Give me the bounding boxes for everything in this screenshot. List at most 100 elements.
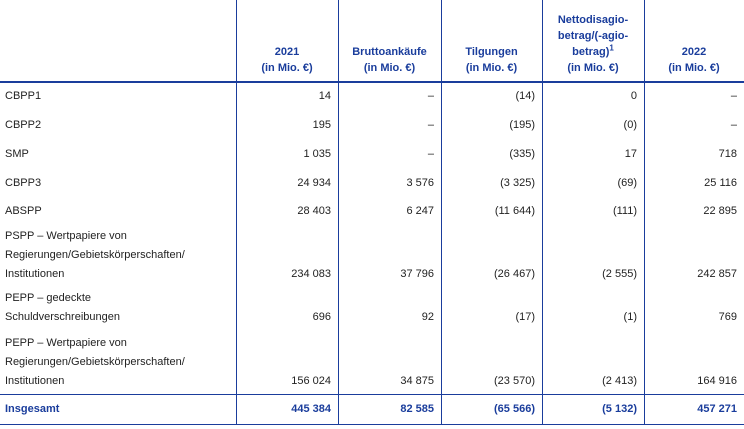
- header-text: 2022: [681, 46, 707, 58]
- value-text: (26 467): [494, 268, 535, 280]
- value-cell: 14: [236, 82, 338, 111]
- row-label: ABSPP: [0, 197, 236, 226]
- label-text: PEPP – gedeckte: [5, 292, 92, 304]
- value-cell: 34 875: [338, 330, 441, 393]
- value-text: (195): [509, 119, 535, 131]
- header-text: Nettodisagio-: [557, 14, 629, 26]
- value-text: 37 796: [400, 268, 434, 280]
- value-text: (2 413): [602, 375, 637, 387]
- row-label: CBPP2: [0, 111, 236, 140]
- value-text: 6 247: [406, 205, 434, 217]
- value-cell: 3 576: [338, 169, 441, 197]
- value-cell: 28 403: [236, 197, 338, 226]
- value-text: 17: [624, 148, 637, 160]
- value-cell: (2 413): [542, 330, 644, 393]
- value-text: (14): [515, 90, 535, 102]
- header-cell: Nettodisagio-betrag/(-agio-betrag)1 (in M…: [542, 0, 644, 82]
- value-text: (11 644): [494, 205, 535, 217]
- value-text: (0): [623, 119, 637, 131]
- value-text: 24 934: [297, 177, 331, 189]
- value-text: –: [730, 90, 737, 102]
- label-text: Institutionen: [5, 375, 65, 387]
- column-rule: [644, 0, 645, 425]
- value-cell: 17: [542, 140, 644, 169]
- value-text: 25 116: [704, 177, 737, 189]
- header-text: (in Mio. €): [668, 62, 720, 74]
- value-text: 92: [421, 311, 434, 323]
- value-text: 234 083: [291, 268, 331, 280]
- value-text: (335): [509, 148, 535, 160]
- value-cell: (5 132): [542, 395, 644, 425]
- value-cell: 82 585: [338, 395, 441, 425]
- row-rule: [0, 394, 744, 395]
- value-cell: 696: [236, 287, 338, 330]
- value-text: 22 895: [703, 205, 737, 217]
- value-cell: –: [338, 82, 441, 111]
- value-cell: (14): [441, 82, 542, 111]
- label-text: Institutionen: [5, 268, 65, 280]
- header-text: (in Mio. €): [567, 62, 619, 74]
- value-text: 718: [718, 148, 737, 160]
- value-cell: 92: [338, 287, 441, 330]
- value-cell: 156 024: [236, 330, 338, 393]
- value-text: –: [730, 119, 737, 131]
- value-cell: 195: [236, 111, 338, 140]
- label-text: CBPP2: [5, 119, 42, 131]
- value-text: 156 024: [291, 375, 331, 387]
- header-text: betrag)1: [572, 43, 614, 58]
- label-text: PSPP – Wertpapiere von: [5, 230, 127, 242]
- row-label: PEPP – Wertpapiere von Regierungen/Gebiet…: [0, 330, 236, 393]
- value-cell: 24 934: [236, 169, 338, 197]
- label-text: Regierungen/Gebietskörperschaften/: [5, 356, 185, 368]
- value-text: –: [427, 119, 434, 131]
- label-text: Schuldverschreibungen: [5, 311, 120, 323]
- value-cell: 769: [644, 287, 744, 330]
- label-text: SMP: [5, 148, 29, 160]
- header-text: Bruttoankäufe: [352, 46, 427, 58]
- value-text: (69): [617, 177, 637, 189]
- value-cell: 164 916: [644, 330, 744, 393]
- value-cell: (69): [542, 169, 644, 197]
- header-cell: Bruttoankäufe (in Mio. €): [338, 0, 441, 82]
- label-text: Regierungen/Gebietskörperschaften/: [5, 249, 185, 261]
- value-cell: (111): [542, 197, 644, 226]
- label-text: PEPP – Wertpapiere von: [5, 337, 127, 349]
- value-cell: (17): [441, 287, 542, 330]
- row-label: PEPP – gedeckte Schuldverschreibungen: [0, 287, 236, 330]
- label-text: ABSPP: [5, 205, 42, 217]
- value-cell: (2 555): [542, 226, 644, 287]
- value-cell: 242 857: [644, 226, 744, 287]
- value-text: 1 035: [303, 148, 331, 160]
- value-cell: 457 271: [644, 395, 744, 425]
- value-text: 164 916: [697, 375, 737, 387]
- value-cell: 0: [542, 82, 644, 111]
- value-cell: (26 467): [441, 226, 542, 287]
- row-rule: [0, 424, 744, 425]
- value-text: 34 875: [400, 375, 434, 387]
- value-text: 3 576: [406, 177, 434, 189]
- value-cell: –: [644, 82, 744, 111]
- header-cell: [0, 0, 236, 82]
- value-cell: –: [644, 111, 744, 140]
- value-text: 769: [718, 311, 737, 323]
- header-text: Tilgungen: [465, 46, 518, 58]
- value-cell: 718: [644, 140, 744, 169]
- value-text: (2 555): [602, 268, 637, 280]
- row-label: Insgesamt: [0, 395, 236, 425]
- value-text: –: [427, 90, 434, 102]
- value-cell: (65 566): [441, 395, 542, 425]
- value-cell: (1): [542, 287, 644, 330]
- value-cell: 22 895: [644, 197, 744, 226]
- header-cell: Tilgungen (in Mio. €): [441, 0, 542, 82]
- value-text: 14: [318, 90, 331, 102]
- value-text: 195: [312, 119, 331, 131]
- value-cell: 445 384: [236, 395, 338, 425]
- value-text: 457 271: [697, 403, 737, 415]
- value-cell: 37 796: [338, 226, 441, 287]
- value-text: –: [427, 148, 434, 160]
- value-text: (23 570): [494, 375, 535, 387]
- value-cell: (11 644): [441, 197, 542, 226]
- header-text: (in Mio. €): [261, 62, 313, 74]
- value-cell: (23 570): [441, 330, 542, 393]
- row-label: CBPP3: [0, 169, 236, 197]
